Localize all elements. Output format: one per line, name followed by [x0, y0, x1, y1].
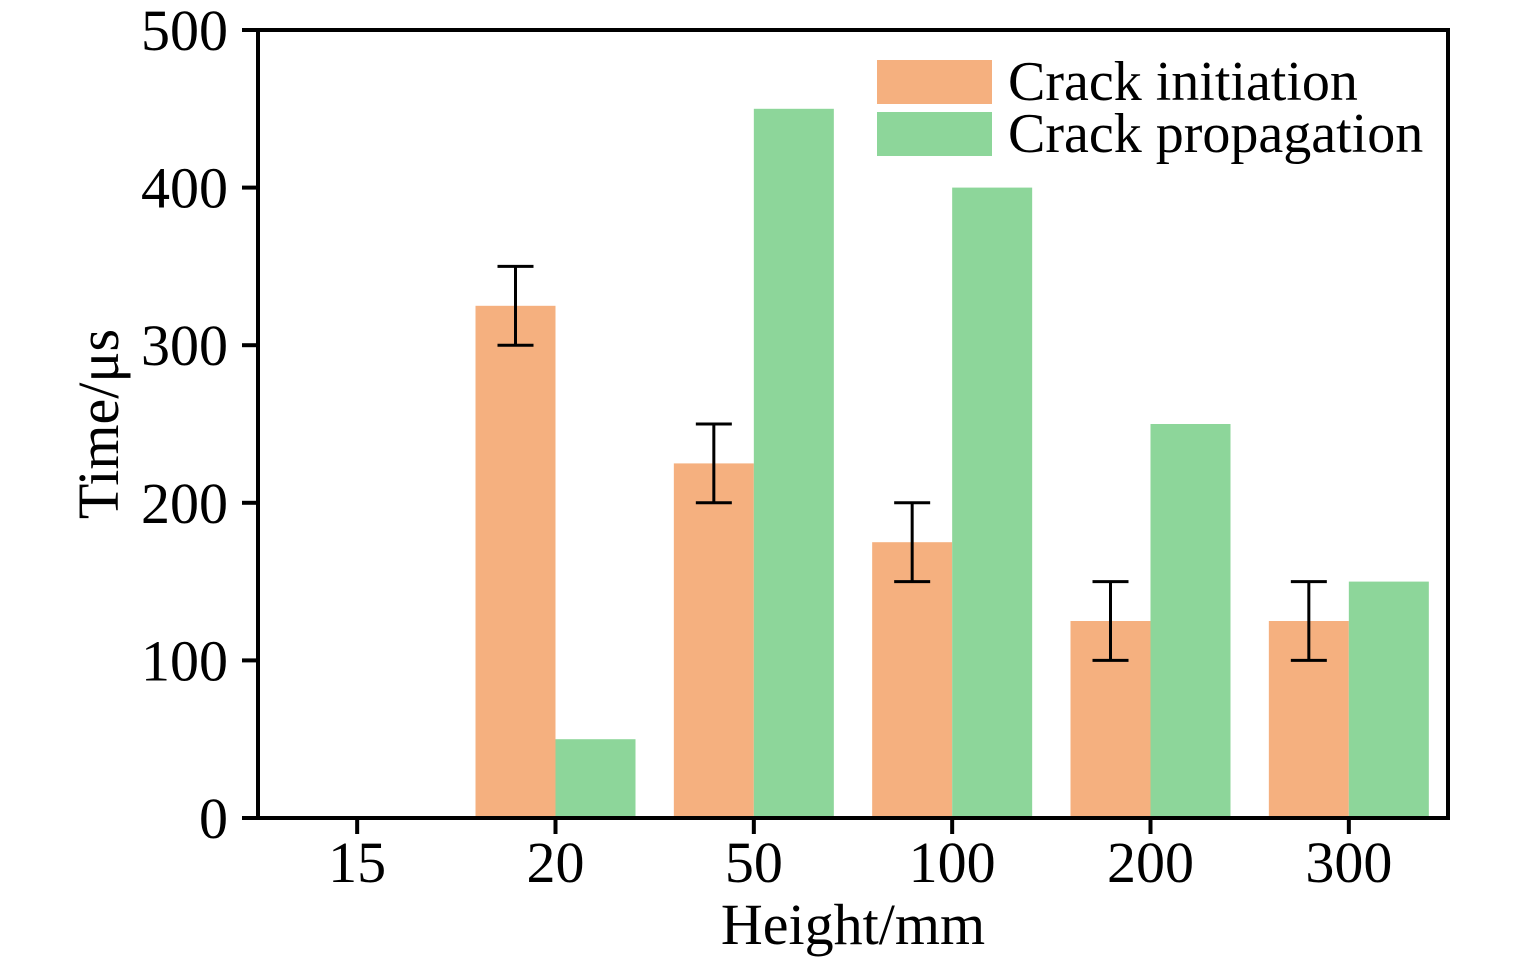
legend-swatch — [877, 112, 992, 156]
bar — [555, 739, 636, 818]
legend-swatch — [877, 60, 992, 104]
bar — [753, 108, 834, 819]
x-tick-label: 100 — [909, 830, 996, 895]
bar — [952, 187, 1033, 819]
y-tick-label: 200 — [141, 471, 228, 536]
bar — [1150, 424, 1231, 818]
bar — [872, 542, 953, 818]
y-tick-label: 0 — [199, 786, 228, 851]
axes-frame — [256, 28, 1450, 820]
y-axis-label: Time/μs — [66, 329, 131, 519]
y-tick-label: 100 — [141, 628, 228, 693]
bar — [1348, 581, 1429, 818]
x-tick-label: 200 — [1107, 830, 1194, 895]
legend-label: Crack propagation — [1008, 103, 1423, 165]
x-tick-label: 20 — [527, 830, 585, 895]
y-tick-label: 500 — [141, 0, 228, 63]
y-tick-label: 300 — [141, 313, 228, 378]
x-tick-label: 50 — [725, 830, 783, 895]
x-tick-label: 300 — [1305, 830, 1392, 895]
y-tick-label: 400 — [141, 156, 228, 221]
x-tick-label: 15 — [328, 830, 386, 895]
bar — [475, 305, 556, 818]
bar — [673, 463, 754, 818]
legend-label: Crack initiation — [1008, 51, 1358, 113]
x-axis-label: Height/mm — [721, 892, 985, 957]
